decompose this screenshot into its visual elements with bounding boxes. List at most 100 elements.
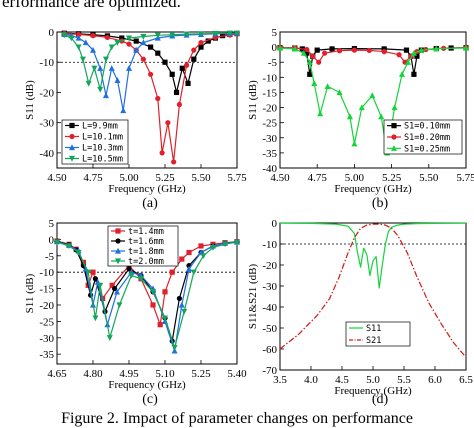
panel-c-series-1-point (162, 289, 168, 295)
panel-a-series-2-point (198, 39, 204, 46)
panel-b-series-3-point (317, 110, 324, 117)
panel-a-y-tick-label: -10 (39, 57, 54, 69)
panel-b-series-2-point (366, 47, 372, 54)
panel-b-series-3-point (391, 104, 398, 111)
panel-a-series-3-point (75, 34, 82, 41)
panel-b-series-2-point (381, 49, 387, 55)
panel-c-series-4-point (150, 289, 156, 296)
panel-c-y-tick-label: -25 (39, 316, 54, 328)
panel-b-series-3-point (378, 113, 385, 120)
panel-b-series-1-point (403, 47, 410, 53)
panel-a-series-3-point (120, 107, 127, 114)
panel-c-x-tick-label: 5.10 (155, 368, 175, 380)
panel-c-legend-marker (115, 258, 121, 265)
panel-c-series-4-point (116, 302, 123, 309)
panel-a-series-2-point (155, 95, 161, 102)
panel-c-series-4-point (138, 276, 144, 282)
panel-a-series-4-point (97, 86, 104, 93)
panel-a-series-4-point (154, 32, 161, 39)
panel-c-series-2-point (112, 285, 118, 292)
panel-b-legend-marker (391, 123, 397, 129)
panel-a-series-4-point (169, 32, 176, 38)
panel-c-label: (c) (142, 392, 158, 407)
caption-top: erformance are optimized. (2, 0, 181, 11)
panel-a-y-tick-label: -30 (39, 118, 54, 130)
panel-a-legend-entry: L=10.5mm (82, 155, 123, 165)
panel-d-y-tick-label: -30 (262, 281, 277, 293)
panel-a-series-4-point (79, 56, 86, 63)
panel-a-series-2-point (159, 150, 165, 156)
panel-b-series-2-point (322, 50, 328, 56)
panel-a-y-tick-label: 0 (49, 27, 55, 39)
panel-a-series-2-point (176, 101, 182, 108)
panel-a-y-axis-label: S11 (dB) (24, 80, 36, 120)
panel-a-series-2-point (184, 62, 190, 68)
panel-a-series-4-point (183, 31, 190, 38)
panel-c-series-4-point (85, 269, 92, 276)
panel-d-series-2-line (279, 223, 467, 358)
panel-c-y-tick-label: -35 (39, 349, 54, 361)
panel-b-series-3-point (410, 49, 417, 56)
panel-c-series-4-point (200, 253, 207, 259)
panel-c-x-tick-label: 5.25 (191, 368, 211, 380)
panel-b-x-tick-label: 4.50 (270, 172, 290, 184)
panel-c-series-3-point (186, 265, 192, 272)
panel-b-y-tick-label: -15 (262, 87, 277, 99)
panel-d-y-tick-label: 0 (272, 218, 278, 230)
panel-b-series-1-point (414, 53, 420, 59)
panel-d-x-tick-label: 6.0 (428, 374, 442, 386)
panel-a-series-1-point (148, 44, 154, 50)
panel-c-legend-entry: t=1.4mm (128, 227, 164, 237)
panel-a-series-2-point (165, 120, 171, 126)
panel-a-series-3-point (140, 39, 147, 46)
panel-c-y-tick-label: -30 (39, 333, 54, 345)
panel-c-y-axis-label: S11 (dB) (24, 273, 36, 313)
panel-d-label: (d) (372, 392, 389, 407)
panel-c-series-1-point (198, 243, 204, 249)
panel-b-x-tick-label: 5.00 (345, 172, 365, 184)
panel-c-series-4-point (128, 272, 135, 279)
panel-b-y-tick-label: -35 (262, 148, 277, 160)
panel-d-legend-entry: S11 (366, 324, 381, 334)
panel-b-series-1-point (381, 46, 387, 52)
panel-c-series-1-point (157, 322, 163, 328)
panel-b-series-3-point (369, 92, 376, 99)
panel-b-series-3-point (336, 89, 343, 96)
panel-b-y-tick-label: -40 (262, 163, 277, 175)
panel-b-legend-marker (391, 145, 397, 151)
panel-a-series-1-point (133, 38, 139, 44)
panel-b-y-tick-label: -10 (262, 72, 277, 84)
panel-b-x-tick-label: 5.75 (456, 172, 474, 184)
panel-b-series-3-point (346, 113, 353, 120)
panel-a-legend-marker (69, 133, 75, 140)
panel-b-series-3-point (277, 44, 283, 51)
panel-a-y-tick-label: -20 (39, 87, 54, 99)
panel-a-series-2-point (104, 34, 110, 41)
panel-b-y-tick-label: -30 (262, 133, 277, 145)
panel-d-x-tick-label: 6.5 (459, 374, 473, 386)
panel-c-series-4-point (75, 249, 82, 256)
panel-b-x-tick-label: 5.50 (419, 172, 439, 184)
panel-a-series-3-point (126, 65, 132, 71)
panel-a-series-4-point (126, 35, 132, 42)
panel-d-y-tick-label: -10 (262, 239, 277, 251)
panel-c-series-4-point (234, 239, 240, 246)
panel-b-series-3-point (351, 140, 358, 147)
panel-a-x-tick-label: 5.50 (191, 172, 211, 184)
panel-c-series-1-point (179, 256, 185, 262)
panel-c-series-4-point (66, 243, 72, 250)
panel-a-series-2-point (171, 159, 177, 165)
panel-a-series-3-point (82, 39, 89, 46)
panel-a-series-3-point (114, 77, 121, 83)
panel-a-x-tick-label: 5.00 (119, 172, 139, 184)
panel-d-y-axis-label: S11&S21 (dB) (247, 264, 259, 330)
panel-a-series-4-point (91, 65, 98, 72)
panel-b-legend-marker (391, 134, 397, 140)
panel-a-label: (a) (142, 196, 158, 211)
panel-c-x-axis-label: Frequency (GHz) (108, 379, 186, 391)
panel-b-series-3-point (324, 83, 331, 89)
panel-d-series-1-line (279, 222, 467, 289)
panel-a-series-4-point (85, 80, 92, 87)
panel-b-series-1-point (307, 71, 313, 77)
